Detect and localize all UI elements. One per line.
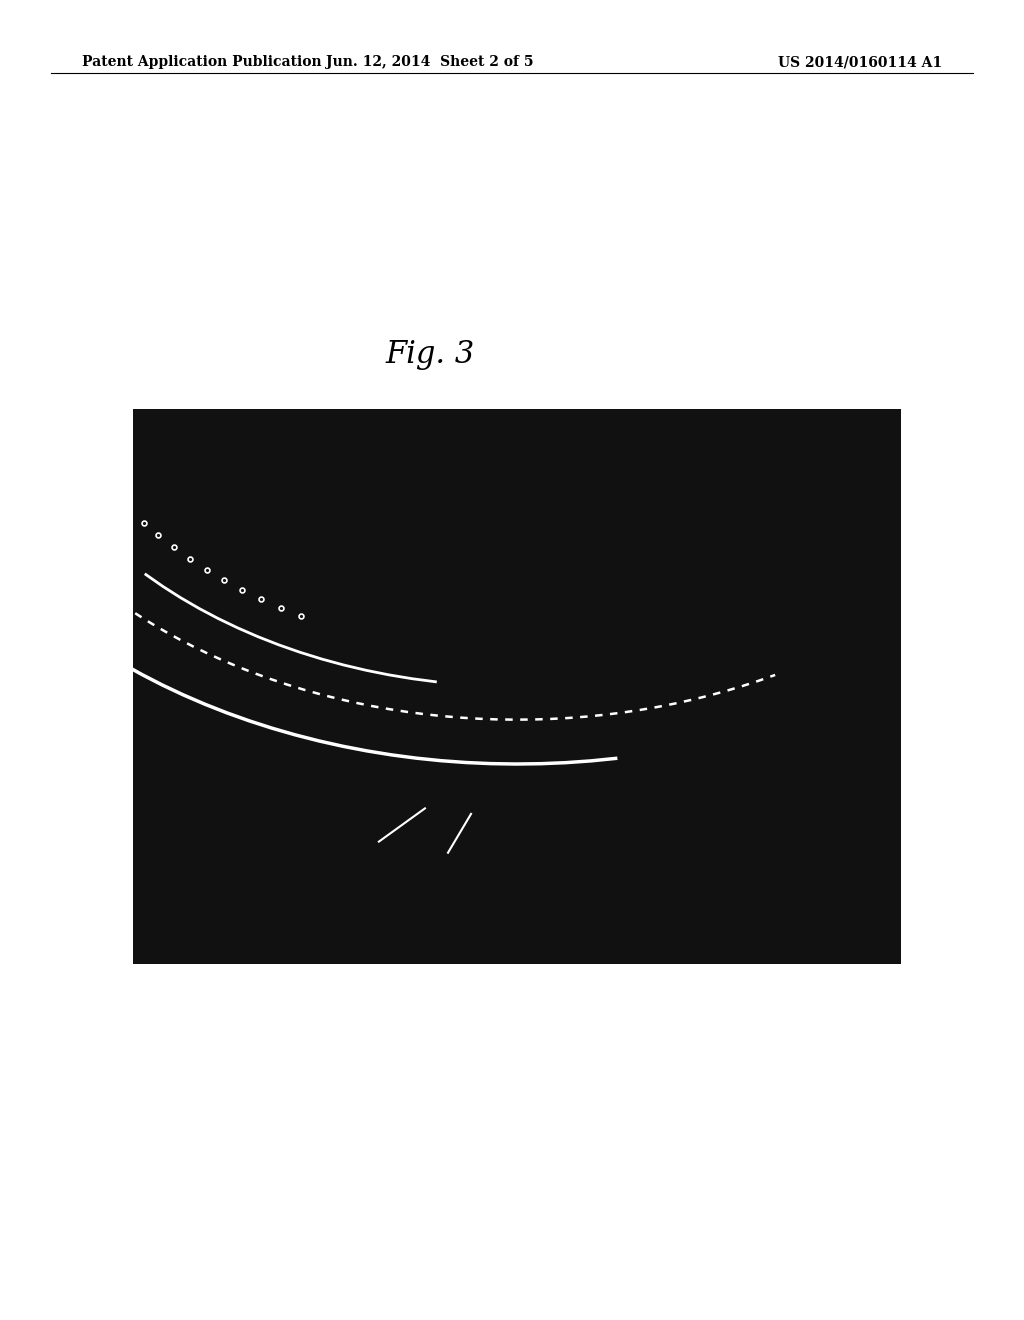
- Text: 20: 20: [431, 548, 486, 602]
- Text: Patent Application Publication: Patent Application Publication: [82, 55, 322, 70]
- Text: US 2014/0160114 A1: US 2014/0160114 A1: [778, 55, 942, 70]
- Text: 24: 24: [328, 548, 403, 594]
- Text: 23: 23: [374, 548, 439, 602]
- Text: Jun. 12, 2014  Sheet 2 of 5: Jun. 12, 2014 Sheet 2 of 5: [327, 55, 534, 70]
- Text: Fig. 3: Fig. 3: [385, 339, 475, 370]
- Text: 25: 25: [479, 548, 545, 615]
- Text: 22: 22: [359, 787, 419, 808]
- Text: 21: 21: [415, 788, 462, 809]
